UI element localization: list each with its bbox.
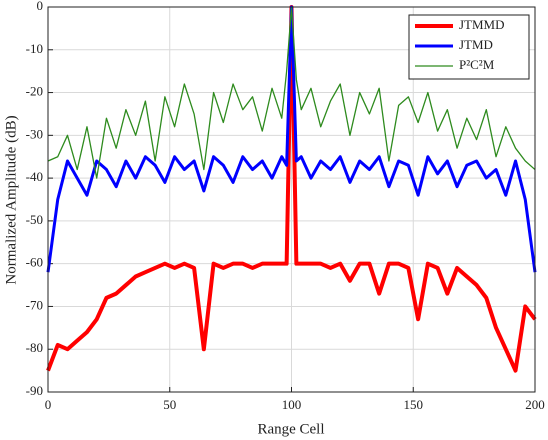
- y-tick-label: -50: [26, 212, 43, 227]
- x-axis-label: Range Cell: [257, 421, 324, 437]
- legend-label: JTMD: [459, 37, 493, 52]
- x-tick-label: 200: [525, 397, 545, 412]
- y-tick-label: -30: [26, 126, 43, 141]
- y-tick-label: 0: [37, 0, 44, 13]
- x-tick-label: 50: [163, 397, 176, 412]
- plot-frame: [47, 6, 536, 393]
- x-tick-label: 0: [45, 397, 52, 412]
- y-tick-label: -40: [26, 169, 43, 184]
- legend-label: JTMMD: [459, 17, 505, 32]
- y-tick-label: -10: [26, 41, 43, 56]
- legend: JTMMD JTMD P²C²M: [408, 14, 530, 80]
- x-tick-label: 100: [282, 397, 302, 412]
- legend-label: P²C²M: [459, 57, 495, 72]
- y-tick-label: -80: [26, 340, 43, 355]
- y-tick-label: -20: [26, 84, 43, 99]
- y-tick-label: -60: [26, 255, 43, 270]
- y-tick-label: -70: [26, 297, 43, 312]
- y-axis-label: Normalized Amplitude (dB): [3, 115, 19, 284]
- y-tick-label: -90: [26, 383, 43, 398]
- x-tick-label: 150: [404, 397, 424, 412]
